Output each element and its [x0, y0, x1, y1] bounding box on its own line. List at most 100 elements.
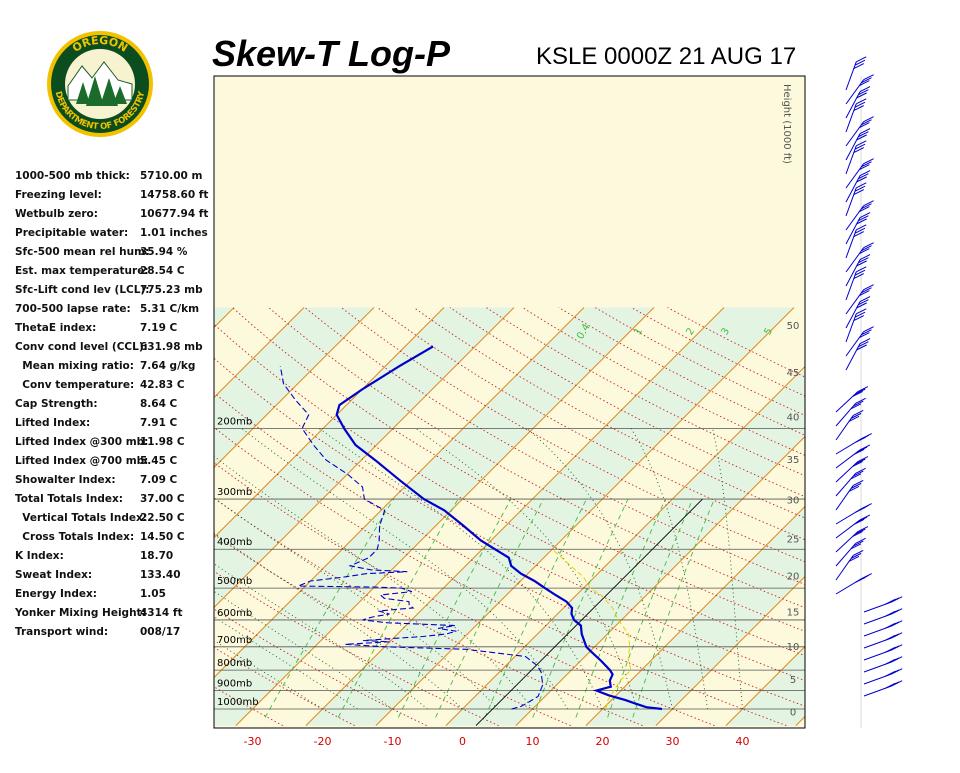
wind-barb [863, 644, 903, 661]
index-label: Mean mixing ratio: [15, 360, 134, 372]
dewpoint-line [279, 366, 544, 710]
index-value: 7.19 C [140, 322, 178, 334]
wind-barb [835, 467, 866, 497]
index-value: 1.01 inches [140, 227, 208, 239]
pressure-label: 400mb [217, 537, 252, 548]
index-label: Cap Strength: [15, 398, 98, 410]
pressure-labels: 1000mb 900mb 800mb 700mb 600mb 500mb 400mb 300m… [217, 416, 259, 708]
index-label: 700-500 lapse rate: [15, 303, 131, 315]
index-label: Sfc-500 mean rel hum: [15, 246, 149, 258]
wind-barb [845, 308, 867, 343]
wind-barb [845, 128, 871, 161]
oregon-forestry-logo: OREGON DEPARTMENT OF FORESTRY [47, 31, 153, 137]
wind-barb [845, 296, 871, 329]
wind-barb [863, 632, 903, 649]
wetbulb-trace [551, 548, 632, 710]
index-value: 133.40 [140, 569, 181, 581]
index-label: Wetbulb zero: [15, 208, 98, 220]
height-tick-label: 20 [787, 572, 800, 583]
wind-barb [845, 74, 874, 105]
index-label: Yonker Mixing Height: [14, 607, 146, 619]
wind-barb [863, 656, 903, 673]
index-label: Energy Index: [15, 588, 97, 600]
wind-barb [845, 254, 871, 287]
wind-barb [845, 182, 867, 217]
index-value: 14758.60 ft [140, 189, 208, 201]
wind-barb [835, 503, 872, 525]
temperature-tick-label: -10 [384, 735, 402, 748]
index-value: 5.31 C/km [140, 303, 199, 315]
index-value: 775.23 mb [140, 284, 203, 296]
index-value: 42.83 C [140, 379, 185, 391]
temperature-line [335, 345, 663, 711]
index-label: Transport wind: [15, 626, 108, 638]
index-value: 5.45 C [140, 455, 178, 467]
wind-barb [845, 56, 867, 91]
index-value: 4314 ft [140, 607, 182, 619]
temperature-tick-label: 20 [596, 735, 610, 748]
mixing-ratio-lines [264, 498, 715, 718]
parcel-reference-line [475, 498, 703, 726]
temperature-tick-label: -30 [244, 735, 262, 748]
tree-icon [76, 76, 127, 106]
temperature-tick-label: 40 [736, 735, 750, 748]
wind-barb [835, 444, 871, 469]
index-label: Est. max temperature: [15, 265, 149, 277]
station-title: KSLE 0000Z 21 AUG 17 [536, 43, 796, 70]
wind-barb [835, 456, 869, 483]
wind-barb [863, 596, 903, 613]
wind-barb [845, 140, 867, 175]
wind-barb [863, 680, 903, 697]
wind-barbs [835, 56, 903, 697]
chart-title: Skew-T Log-P [212, 33, 451, 74]
pressure-label: 500mb [217, 576, 252, 587]
index-label: ThetaE index: [15, 322, 96, 334]
index-value: 18.70 [140, 550, 173, 562]
wind-barb [845, 86, 871, 119]
index-label: Sfc-Lift cond lev (LCL): [15, 284, 149, 296]
index-label: Conv cond level (CCL): [15, 341, 148, 353]
pressure-label: 200mb [217, 416, 252, 427]
pressure-label: 900mb [217, 679, 252, 690]
index-value: 5710.00 m [140, 170, 202, 182]
height-tick-label: 50 [787, 321, 800, 332]
pressure-label: 600mb [217, 608, 252, 619]
temperature-tick-label: -20 [314, 735, 332, 748]
wind-barb [845, 98, 867, 133]
height-axis: Height (1000 ft) 0 5 10 15 20 25 30 35 40 45 50 [781, 84, 799, 718]
wind-barb [835, 526, 869, 553]
mixing-ratio-label: 3 [719, 326, 732, 337]
wind-barb [845, 200, 874, 231]
parcel-path [475, 498, 703, 726]
index-value: 11.98 C [140, 436, 185, 448]
index-label: Cross Totals Index: [15, 531, 134, 543]
index-label: 1000-500 mb thick: [15, 170, 130, 182]
wind-barb [845, 224, 867, 259]
plot-frame [213, 75, 806, 729]
height-tick-label: 25 [787, 534, 800, 545]
wind-barb [845, 242, 874, 273]
wind-barb [863, 608, 903, 625]
mixing-ratio-label: 2 [684, 326, 697, 337]
index-value: 1.05 [140, 588, 166, 600]
pressure-label: 700mb [217, 635, 252, 646]
wind-barb [845, 212, 871, 245]
temperature-tick-label: 10 [526, 735, 540, 748]
wind-barb [835, 479, 864, 511]
plot-area [214, 76, 805, 728]
wind-barb [845, 116, 874, 147]
index-label: Sweat Index: [15, 569, 92, 581]
index-value: 7.09 C [140, 474, 178, 486]
index-label: Lifted Index @300 mb: [15, 436, 148, 448]
index-value: 631.98 mb [140, 341, 203, 353]
height-tick-label: 45 [787, 368, 800, 379]
index-label: Showalter Index: [15, 474, 116, 486]
wind-barb [845, 284, 874, 315]
wind-barb [845, 170, 871, 203]
indices-table: 1000-500 mb thick: 5710.00 m Freezing leve… [14, 170, 208, 638]
index-label: Conv temperature: [15, 379, 134, 391]
wind-barb [835, 573, 872, 595]
wind-barb [835, 433, 872, 455]
